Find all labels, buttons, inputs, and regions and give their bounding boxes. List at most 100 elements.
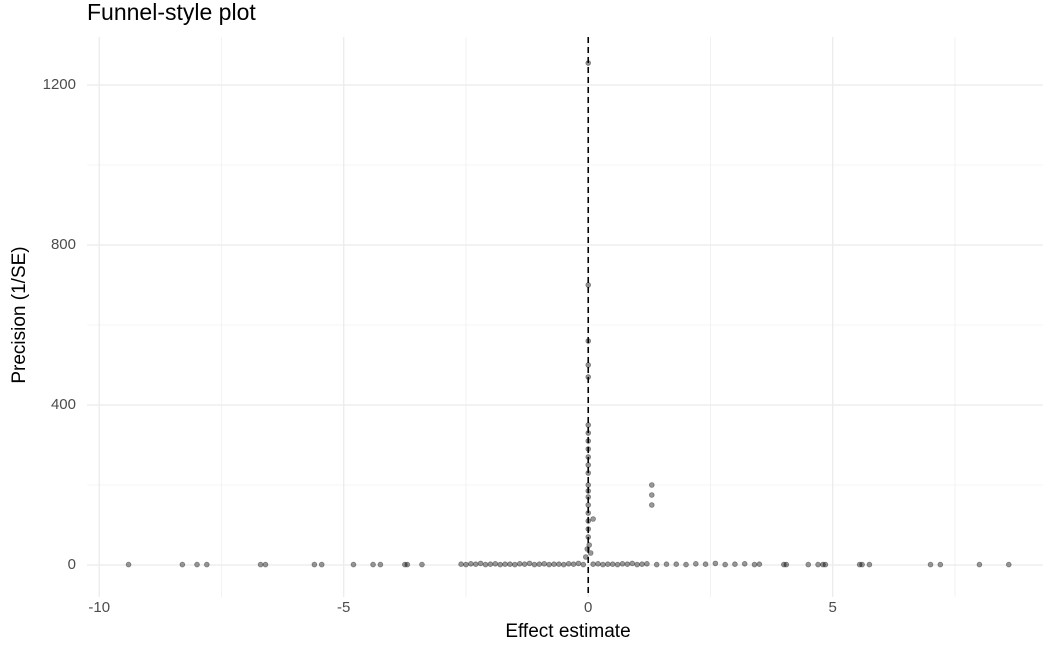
- point: [350, 561, 357, 568]
- point: [580, 561, 587, 568]
- point: [458, 561, 464, 567]
- point: [477, 560, 484, 567]
- point: [262, 561, 269, 568]
- point: [653, 561, 660, 568]
- point: [257, 561, 264, 568]
- point: [976, 561, 983, 568]
- y-tick-label: 1200: [43, 76, 76, 93]
- point: [585, 282, 592, 288]
- point: [585, 482, 592, 488]
- point: [546, 561, 552, 568]
- point: [570, 561, 577, 567]
- point: [629, 560, 636, 567]
- point: [781, 561, 787, 568]
- point: [536, 561, 543, 567]
- point: [565, 560, 572, 567]
- point: [937, 561, 944, 568]
- point: [866, 561, 873, 568]
- point: [482, 561, 489, 568]
- point: [693, 560, 699, 567]
- point: [648, 482, 655, 488]
- point: [712, 560, 719, 567]
- point: [507, 561, 513, 567]
- y-tick-label: 400: [51, 396, 76, 413]
- point: [404, 561, 411, 568]
- point: [595, 560, 601, 567]
- point: [419, 561, 425, 568]
- point: [820, 561, 826, 568]
- point: [648, 492, 655, 498]
- y-axis-label: Precision (1/SE): [9, 246, 30, 383]
- point: [586, 542, 593, 548]
- point: [370, 561, 376, 568]
- point: [815, 561, 821, 568]
- point: [502, 561, 508, 567]
- point: [927, 561, 934, 568]
- y-tick-label: 800: [51, 236, 76, 253]
- point: [663, 561, 670, 567]
- point: [311, 561, 318, 568]
- x-tick-label: 0: [584, 599, 592, 616]
- point: [756, 561, 763, 567]
- point: [673, 561, 680, 567]
- point: [639, 561, 645, 567]
- point: [619, 560, 626, 567]
- point: [194, 561, 200, 568]
- point: [204, 561, 210, 568]
- y-tick-label: 0: [68, 556, 76, 573]
- point: [644, 560, 650, 567]
- point: [377, 561, 384, 568]
- chart-title: Funnel-style plot: [87, 0, 256, 25]
- point: [741, 560, 748, 567]
- point: [614, 561, 621, 568]
- point: [492, 560, 499, 567]
- point: [575, 560, 582, 567]
- point: [702, 561, 709, 567]
- point: [859, 561, 865, 568]
- point: [585, 362, 592, 368]
- point: [590, 516, 596, 522]
- point: [604, 561, 611, 567]
- x-tick-label: -5: [337, 599, 350, 616]
- point: [179, 561, 186, 568]
- point: [624, 561, 631, 567]
- point: [600, 561, 606, 568]
- point: [402, 561, 408, 568]
- x-tick-label: -10: [88, 599, 110, 616]
- point: [463, 561, 469, 568]
- point: [722, 561, 728, 568]
- point: [318, 561, 325, 568]
- point: [805, 561, 812, 568]
- point: [783, 561, 790, 568]
- x-axis-label: Effect estimate: [505, 621, 630, 642]
- point: [648, 502, 655, 508]
- point: [521, 561, 528, 567]
- point: [585, 502, 592, 508]
- point: [468, 560, 474, 567]
- point: [590, 561, 596, 567]
- point: [516, 560, 523, 567]
- point: [125, 561, 132, 568]
- point: [1005, 561, 1012, 568]
- x-tick-label: 5: [829, 599, 837, 616]
- point: [585, 462, 592, 468]
- point: [531, 561, 538, 568]
- point: [856, 561, 863, 568]
- point: [487, 561, 494, 567]
- point: [634, 561, 640, 568]
- point: [560, 561, 567, 568]
- point: [751, 561, 758, 568]
- point: [472, 561, 479, 567]
- point: [732, 561, 738, 567]
- point: [526, 560, 533, 567]
- point: [609, 561, 616, 567]
- point: [822, 561, 829, 568]
- point: [585, 422, 592, 428]
- point: [512, 561, 518, 568]
- point: [551, 561, 557, 567]
- point: [556, 561, 562, 567]
- point: [683, 561, 689, 568]
- point: [497, 561, 504, 568]
- point: [541, 560, 548, 567]
